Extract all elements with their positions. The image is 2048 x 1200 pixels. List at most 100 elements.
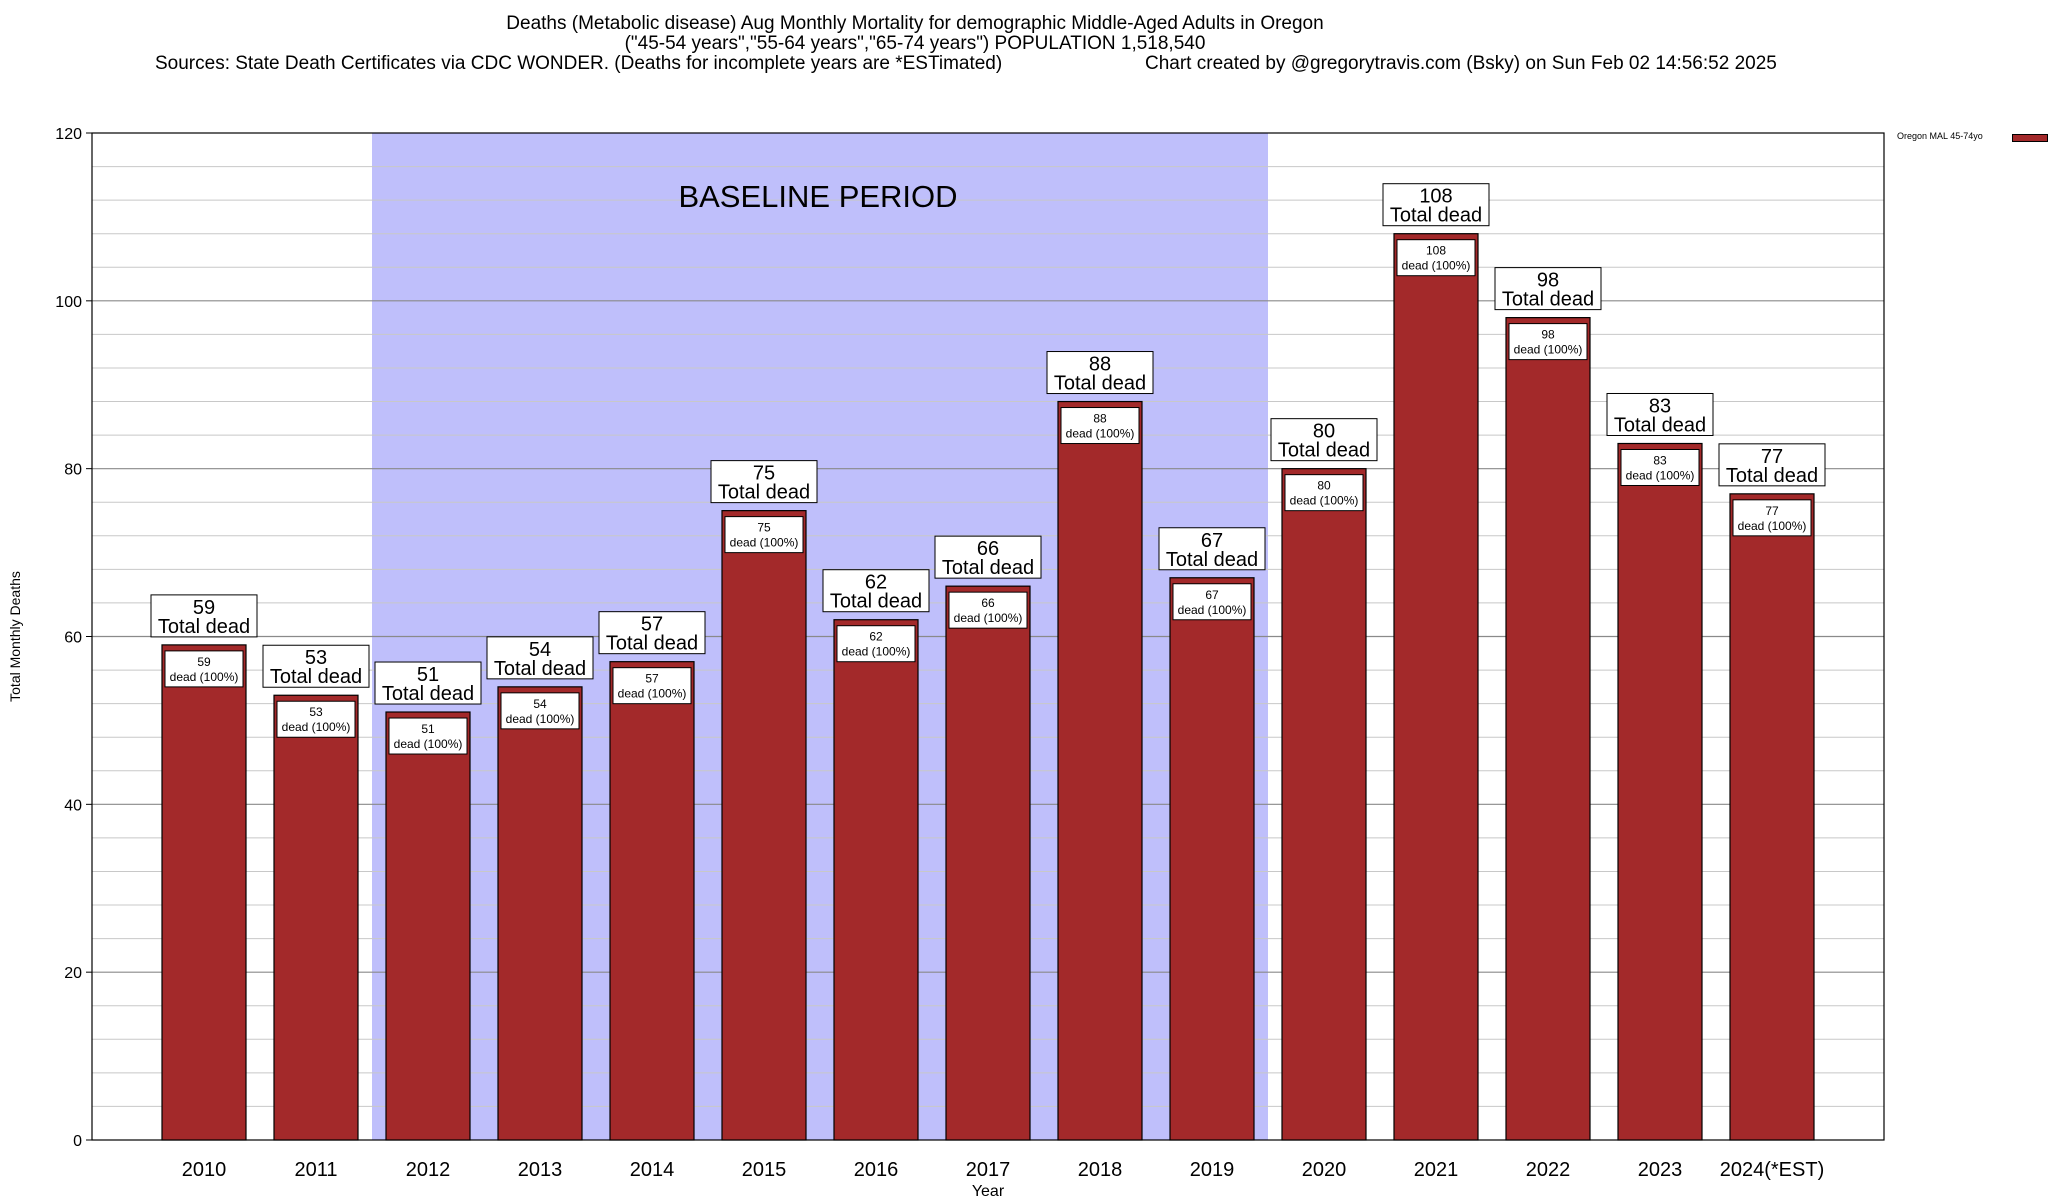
- x-tick-label: 2014: [630, 1159, 675, 1181]
- x-tick-label: 2023: [1638, 1159, 1683, 1181]
- bar-inner-label-box: [1284, 474, 1364, 512]
- legend-label: Oregon MAL 45-74yo: [1897, 131, 1983, 141]
- bar-inner-value: 80: [1317, 479, 1331, 493]
- bar-total-label-box: [374, 661, 482, 705]
- y-tick-label: 100: [55, 294, 82, 311]
- bar-total-label-box: [486, 636, 594, 680]
- bar-inner-value: 88: [1093, 412, 1107, 426]
- bar-total-label-box: [1270, 418, 1378, 462]
- bar-inner-label: dead (100%): [506, 712, 575, 726]
- bar-inner-value: 54: [533, 697, 547, 711]
- x-tick-label: 2018: [1078, 1159, 1123, 1181]
- bar-total-label: Total dead: [1614, 414, 1706, 436]
- bar-total-label: Total dead: [494, 658, 586, 680]
- bar-total-label-box: [710, 460, 818, 504]
- bar-inner-label-box: [1060, 407, 1140, 445]
- bar-total-label-box: [1606, 392, 1714, 436]
- y-tick-label: 40: [64, 797, 82, 814]
- bar-inner-label-box: [948, 591, 1028, 629]
- bar-total-value: 53: [305, 647, 327, 669]
- bar-total-label: Total dead: [606, 633, 698, 655]
- bar-inner-label-box: [1508, 323, 1588, 361]
- bar-inner-label: dead (100%): [1290, 494, 1359, 508]
- bar: [1169, 577, 1255, 1141]
- bar-total-label-box: [150, 594, 258, 638]
- bar-inner-label: dead (100%): [730, 536, 799, 550]
- bar-inner-label-box: [164, 650, 244, 688]
- bar-inner-label: dead (100%): [1178, 603, 1247, 617]
- bar: [1729, 493, 1815, 1141]
- bar-inner-label: dead (100%): [1738, 519, 1807, 533]
- bar-inner-value: 53: [309, 705, 323, 719]
- bar-inner-label: dead (100%): [394, 737, 463, 751]
- bar-inner-value: 67: [1205, 588, 1219, 602]
- x-tick-label: 2010: [182, 1159, 227, 1181]
- bar-inner-label-box: [724, 516, 804, 554]
- legend: Oregon MAL 45-74yo: [1897, 131, 2048, 142]
- bar: [609, 661, 695, 1141]
- y-axis-label: Total Monthly Deaths: [7, 571, 23, 702]
- bar-total-label: Total dead: [270, 666, 362, 688]
- bar-inner-value: 51: [421, 722, 435, 736]
- x-tick-label: 2020: [1302, 1159, 1347, 1181]
- chart-credit: Chart created by @gregorytravis.com (Bsk…: [1145, 53, 1777, 74]
- bar-inner-label: dead (100%): [842, 645, 911, 659]
- bar-inner-label: dead (100%): [1402, 259, 1471, 273]
- bar-total-label-box: [1494, 267, 1602, 311]
- bar-inner-value: 77: [1765, 504, 1779, 518]
- x-tick-label: 2013: [518, 1159, 563, 1181]
- bar: [1617, 442, 1703, 1141]
- bar-total-label-box: [1046, 351, 1154, 395]
- x-tick-label: 2021: [1414, 1159, 1459, 1181]
- bar-inner-label-box: [388, 717, 468, 755]
- bar-inner-label: dead (100%): [1626, 468, 1695, 482]
- bar: [161, 644, 247, 1141]
- x-tick-label: 2024(*EST): [1720, 1159, 1825, 1181]
- bar-inner-value: 66: [981, 596, 995, 610]
- bar-total-value: 51: [417, 664, 439, 686]
- bar-total-value: 54: [529, 639, 551, 661]
- bar-inner-label: dead (100%): [618, 687, 687, 701]
- bar-inner-value: 59: [197, 655, 211, 669]
- bar: [1505, 317, 1591, 1141]
- bar-total-label-box: [262, 644, 370, 688]
- bar-total-value: 57: [641, 614, 663, 636]
- bar-inner-label: dead (100%): [1514, 343, 1583, 357]
- bar-total-label: Total dead: [1726, 465, 1818, 487]
- bar-inner-value: 98: [1541, 328, 1555, 342]
- bar-inner-label: dead (100%): [170, 670, 239, 684]
- bar-total-value: 88: [1089, 354, 1111, 376]
- bar-total-label-box: [1158, 527, 1266, 571]
- bar-total-label: Total dead: [382, 683, 474, 705]
- legend-swatch: [2012, 134, 2048, 142]
- bar-total-label-box: [822, 569, 930, 613]
- bar-total-value: 83: [1649, 395, 1671, 417]
- baseline-period-label: BASELINE PERIOD: [678, 179, 957, 214]
- x-axis-label: Year: [972, 1183, 1005, 1200]
- bar-inner-value: 62: [869, 630, 883, 644]
- bar: [385, 711, 471, 1141]
- bar-inner-label-box: [1620, 448, 1700, 486]
- chart-subtitle: ("45-54 years","55-64 years","65-74 year…: [624, 33, 1206, 54]
- bar: [273, 694, 359, 1141]
- x-tick-label: 2017: [966, 1159, 1011, 1181]
- bar-total-label-box: [1718, 443, 1826, 487]
- bar-inner-label: dead (100%): [954, 611, 1023, 625]
- bar-total-value: 77: [1761, 446, 1783, 468]
- bar-total-label-box: [598, 611, 706, 655]
- chart-sources: Sources: State Death Certificates via CD…: [155, 53, 1003, 74]
- bar-inner-label: dead (100%): [1066, 427, 1135, 441]
- bar: [1393, 233, 1479, 1141]
- bar: [945, 585, 1031, 1141]
- x-tick-label: 2012: [406, 1159, 451, 1181]
- bar-total-label: Total dead: [1054, 373, 1146, 395]
- bar-total-label: Total dead: [158, 616, 250, 638]
- bar: [497, 686, 583, 1141]
- y-tick-label: 20: [64, 965, 82, 982]
- chart-title: Deaths (Metabolic disease) Aug Monthly M…: [506, 13, 1324, 34]
- bar: [1057, 400, 1143, 1141]
- bar-inner-label-box: [1172, 583, 1252, 621]
- bar-total-value: 67: [1201, 530, 1223, 552]
- bar-total-label: Total dead: [1166, 549, 1258, 571]
- bar-total-label-box: [934, 535, 1042, 579]
